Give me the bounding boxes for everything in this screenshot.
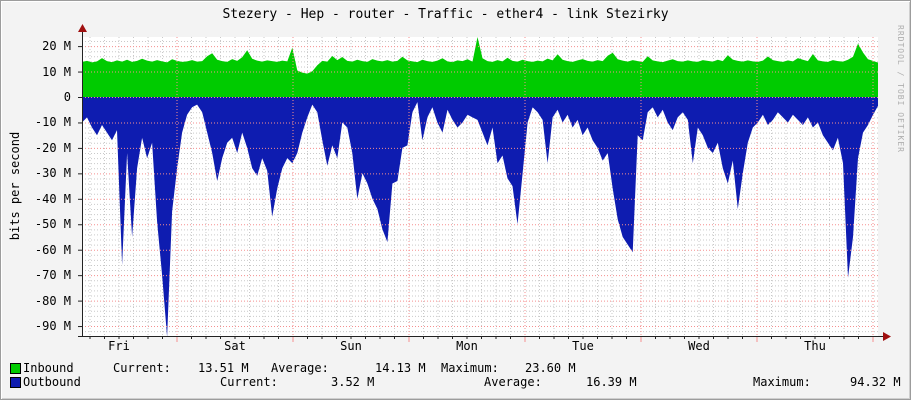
inbound-average-value: 14.13 M [375, 361, 426, 375]
major-tick-marks [176, 337, 874, 342]
y-tick-label: 20 M [42, 39, 71, 54]
inbound-maximum-key: Maximum: [441, 361, 499, 375]
inbound-area [82, 37, 878, 97]
x-axis-arrow [883, 332, 891, 341]
outbound-average-value: 16.39 M [586, 375, 637, 389]
inbound-average-key: Average: [271, 361, 329, 375]
x-day-label: Sat [224, 339, 246, 353]
x-day-label: Thu [804, 339, 826, 353]
outbound-maximum-key: Maximum: [753, 375, 811, 389]
y-tick-label: -90 M [34, 319, 71, 334]
rrdtool-watermark: RRDTOOL / TOBI OETIKER [896, 25, 905, 153]
y-tick-label: -10 M [34, 115, 71, 130]
outbound-label: Outbound [23, 375, 81, 389]
graph-title: Stezery - Hep - router - Traffic - ether… [222, 7, 669, 22]
inbound-current-value: 13.51 M [198, 361, 249, 375]
x-day-label: Wed [688, 339, 710, 353]
inbound-current-key: Current: [113, 361, 171, 375]
major-grid [82, 37, 878, 337]
y-tick-label: -50 M [34, 217, 71, 232]
y-axis-arrow [78, 24, 87, 32]
outbound-current-key: Current: [220, 375, 278, 389]
inbound-maximum-value: 23.60 M [525, 361, 576, 375]
outbound-maximum-value: 94.32 M [850, 375, 901, 389]
outbound-average-key: Average: [484, 375, 542, 389]
x-day-label: Sun [340, 339, 362, 353]
outbound-area [82, 97, 878, 337]
inbound-swatch [10, 363, 21, 374]
outbound-current-value: 3.52 M [331, 375, 375, 389]
x-day-label: Mon [456, 339, 478, 353]
y-tick-label: 10 M [42, 64, 71, 79]
outbound-swatch [10, 377, 21, 388]
y-tick-label: -80 M [34, 293, 71, 308]
axis-ticks [78, 46, 874, 341]
y-tick-label: -70 M [34, 268, 71, 283]
x-day-label: Tue [572, 339, 594, 353]
x-day-label: Fri [108, 339, 130, 353]
y-tick-label: -40 M [34, 191, 71, 206]
y-tick-label: -30 M [34, 166, 71, 181]
inbound-label: Inbound [23, 361, 74, 375]
y-tick-label: -60 M [34, 242, 71, 257]
y-tick-label: -20 M [34, 140, 71, 155]
y-tick-label: 0 [63, 90, 71, 104]
